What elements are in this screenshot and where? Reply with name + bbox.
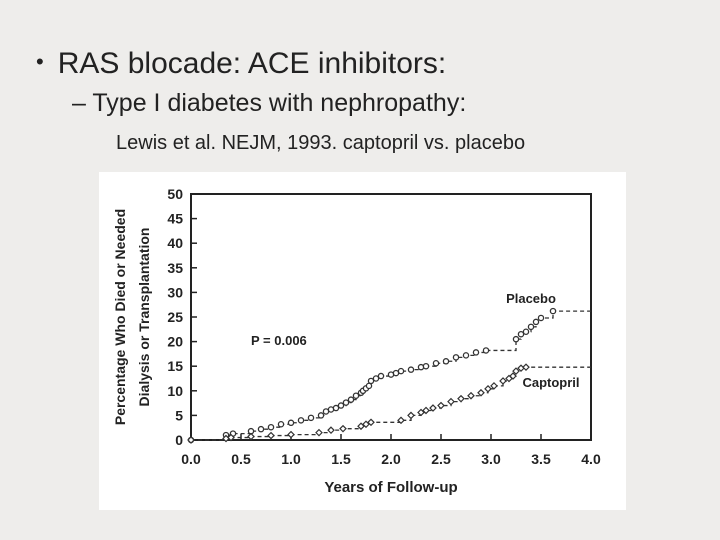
bullet-2-text: Type I diabetes with nephropathy: [92, 89, 467, 117]
x-tick-label: 3.0 [481, 451, 501, 467]
chart-figure: 0 5 10 15 20 25 30 35 40 45 50 0.0 0.5 1.0 1.5 2.0 2.5 3.… [99, 172, 626, 510]
placebo-point [317, 412, 325, 419]
x-tick-label: 1.5 [331, 451, 351, 467]
y-tick-label: 0 [175, 432, 183, 448]
bullet-3-text: Lewis et al. NEJM, 1993. captopril vs. p… [116, 132, 526, 154]
captopril-point [512, 367, 520, 375]
y-axis-label-line-2: Dialysis or Transplantation [136, 228, 152, 407]
x-tick-label: 3.5 [531, 451, 551, 467]
placebo-point [267, 423, 275, 431]
y-tick-label: 5 [175, 407, 183, 423]
placebo-point [337, 402, 345, 409]
captopril-point [422, 406, 430, 415]
captopril-point [357, 422, 365, 431]
placebo-point [377, 372, 385, 380]
placebo-point [397, 367, 405, 375]
x-tick-label: 4.0 [581, 451, 601, 467]
captopril-point [267, 431, 275, 440]
placebo-point [257, 425, 265, 433]
captopril-point [367, 418, 375, 427]
captopril-point [509, 372, 517, 380]
y-axis-label-line-1: Percentage Who Died or Needed [112, 209, 128, 425]
x-tick-label: 1.0 [281, 451, 301, 467]
captopril-point [287, 430, 295, 439]
plot-frame [190, 193, 592, 441]
captopril-point [397, 416, 405, 425]
bullet-2-dash: – [72, 89, 86, 117]
series-line-placebo [191, 310, 591, 441]
x-tick-label: 0.0 [181, 451, 201, 467]
placebo-point [332, 404, 340, 412]
captopril-point [522, 363, 530, 372]
placebo-point [277, 421, 285, 428]
y-tick-label: 30 [167, 284, 183, 300]
y-tick-label: 50 [167, 186, 183, 202]
placebo-point [417, 363, 425, 371]
y-tick-label: 20 [167, 334, 183, 350]
placebo-point [432, 359, 440, 367]
captopril-point [447, 397, 455, 406]
captopril-point [407, 411, 415, 420]
bullet-level-3: Lewis et al. NEJM, 1993. captopril vs. p… [116, 130, 525, 156]
captopril-point [327, 426, 335, 435]
placebo-point [472, 349, 480, 356]
placebo-point [512, 335, 520, 343]
captopril-point [467, 391, 475, 400]
bullet-level-2: – Type I diabetes with nephropathy: [72, 88, 466, 118]
survival-chart: 0 5 10 15 20 25 30 35 40 45 50 0.0 0.5 1.0 1.5 2.0 2.5 3.… [112, 186, 601, 496]
captopril-point [437, 401, 445, 410]
captopril-point [457, 394, 465, 403]
captopril-point [227, 433, 235, 442]
y-tick-label: 40 [167, 235, 183, 251]
y-tick-label: 35 [167, 260, 183, 276]
placebo-point [517, 330, 525, 338]
placebo-point [422, 362, 430, 370]
p-value-annotation: P = 0.006 [251, 333, 307, 348]
placebo-point [537, 314, 545, 322]
placebo-point [352, 392, 360, 399]
placebo-point [527, 323, 535, 331]
placebo-point [452, 354, 460, 361]
placebo-point [522, 328, 530, 336]
y-tick-label: 45 [167, 211, 183, 227]
captopril-point [429, 404, 437, 412]
placebo-point [462, 352, 470, 359]
captopril-point [477, 388, 485, 397]
x-tick-label: 2.0 [381, 451, 401, 467]
placebo-point [367, 377, 375, 385]
placebo-point [307, 414, 315, 422]
series-label-placebo: Placebo [506, 291, 556, 306]
captopril-point [499, 377, 507, 385]
x-tick-label: 0.5 [231, 451, 251, 467]
bullet-dot-icon: • [36, 49, 44, 74]
y-tick-label: 15 [167, 358, 183, 374]
placebo-point [482, 347, 490, 354]
placebo-point [549, 307, 557, 315]
captopril-point [490, 382, 498, 390]
captopril-point [187, 436, 195, 444]
bullet-1-text: RAS blocade: ACE inhibitors: [57, 47, 447, 80]
captopril-point [315, 428, 323, 437]
placebo-point [342, 399, 350, 406]
bullet-level-1: • RAS blocade: ACE inhibitors: [36, 44, 446, 82]
placebo-point [372, 375, 380, 382]
series-label-captopril: Captopril [522, 375, 579, 390]
placebo-point [532, 318, 540, 326]
placebo-point [287, 419, 295, 427]
y-tick-label: 25 [167, 309, 183, 325]
x-tick-label: 2.5 [431, 451, 451, 467]
y-tick-label: 10 [167, 383, 183, 399]
captopril-point [247, 432, 255, 441]
captopril-point [484, 384, 492, 393]
placebo-point [347, 396, 355, 403]
x-axis-label: Years of Follow-up [324, 479, 457, 496]
placebo-point [407, 366, 415, 373]
placebo-point [442, 358, 450, 365]
captopril-point [339, 424, 347, 433]
captopril-point [417, 408, 425, 417]
captopril-point [362, 420, 370, 429]
placebo-point [297, 417, 305, 424]
